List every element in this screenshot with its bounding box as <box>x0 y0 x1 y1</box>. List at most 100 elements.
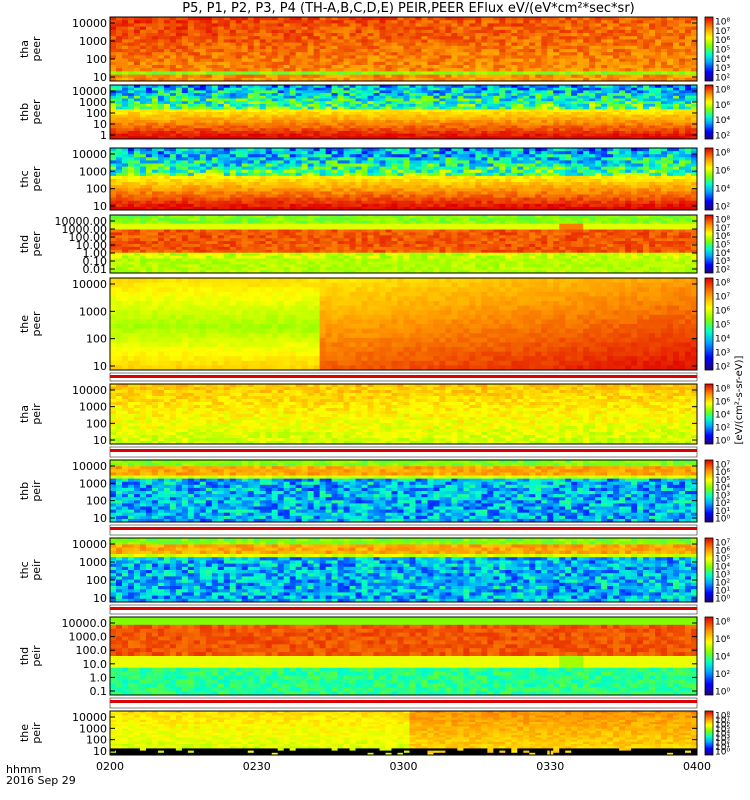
spectrogram-cell <box>248 126 254 129</box>
spectrogram-cell <box>499 30 505 34</box>
spectrogram-cell <box>218 46 224 50</box>
spectrogram-cell <box>535 109 541 112</box>
spectrogram-cell <box>176 88 182 91</box>
spectrogram-cell <box>194 126 200 129</box>
spectrogram-cell <box>415 39 421 43</box>
spectrogram-cell <box>469 39 475 43</box>
spectrogram-cell <box>535 117 541 120</box>
spectrogram-cell <box>374 115 380 118</box>
spectrogram-cell <box>595 90 601 93</box>
spectrogram-cell <box>278 23 284 27</box>
spectrogram-cell <box>128 112 134 115</box>
spectrogram-cell <box>164 52 170 56</box>
spectrogram-cell <box>517 46 523 50</box>
spectrogram-cell <box>404 55 410 59</box>
spectrogram-cell <box>368 107 374 110</box>
spectrogram-cell <box>583 43 589 47</box>
spectrogram-cell <box>595 33 601 37</box>
spectrogram-cell <box>284 99 290 102</box>
spectrogram-cell <box>260 88 266 91</box>
spectrogram-cell <box>296 104 302 107</box>
spectrogram-cell <box>409 120 415 123</box>
spectrogram-cell <box>691 36 697 40</box>
spectrogram-cell <box>505 23 511 27</box>
spectrogram-cell <box>182 23 188 27</box>
spectrogram-cell <box>427 62 433 66</box>
spectrogram-cell <box>481 46 487 50</box>
spectrogram-cell <box>427 96 433 99</box>
spectrogram-cell <box>583 36 589 40</box>
spectrogram-cell <box>386 30 392 34</box>
spectrogram-cell <box>535 123 541 126</box>
spectrogram-cell <box>146 115 152 118</box>
spectrogram-cell <box>398 17 404 21</box>
spectrogram-cell <box>362 49 368 53</box>
spectrogram-cell <box>493 104 499 107</box>
spectrogram-cell <box>535 112 541 115</box>
spectrogram-cell <box>619 71 625 75</box>
spectrogram-cell <box>368 134 374 137</box>
spectrogram-cell <box>176 33 182 37</box>
spectrogram-cell <box>439 115 445 118</box>
spectrogram-cell <box>409 126 415 129</box>
spectrogram-cell <box>122 75 128 79</box>
spectrogram-cell <box>499 131 505 134</box>
spectrogram-cell <box>212 112 218 115</box>
spectrogram-cell <box>182 46 188 50</box>
spectrogram-cell <box>404 131 410 134</box>
spectrogram-cell <box>218 43 224 47</box>
spectrogram-cell <box>374 123 380 126</box>
spectrogram-cell <box>493 33 499 37</box>
spectrogram-cell <box>206 17 212 21</box>
spectrogram-cell <box>499 36 505 40</box>
spectrogram-cell <box>236 33 242 37</box>
spectrogram-cell <box>206 39 212 43</box>
spectrogram-cell <box>529 68 535 72</box>
spectrogram-cell <box>236 90 242 93</box>
spectrogram-cell <box>110 109 116 112</box>
spectrogram-cell <box>260 112 266 115</box>
spectrogram-cell <box>517 20 523 24</box>
spectrogram-cell <box>523 96 529 99</box>
spectrogram-cell <box>224 88 230 91</box>
spectrogram-cell <box>380 126 386 129</box>
spectrogram-cell <box>218 52 224 56</box>
spectrogram-cell <box>134 101 140 104</box>
spectrogram-cell <box>128 115 134 118</box>
spectrogram-cell <box>493 65 499 69</box>
spectrogram-cell <box>164 30 170 34</box>
spectrogram-cell <box>427 17 433 21</box>
spectrogram-cell <box>182 88 188 91</box>
spectrogram-cell <box>505 49 511 53</box>
spectrogram-cell <box>451 36 457 40</box>
spectrogram-cell <box>505 131 511 134</box>
spectrogram-cell <box>541 27 547 31</box>
spectrogram-cell <box>206 43 212 47</box>
spectrogram-cell <box>356 59 362 63</box>
spectrogram-cell <box>547 123 553 126</box>
spectrogram-cell <box>499 90 505 93</box>
spectrogram-cell <box>398 23 404 27</box>
spectrogram-cell <box>583 75 589 79</box>
spectrogram-cell <box>523 99 529 102</box>
spectrogram-cell <box>188 88 194 91</box>
spectrogram-cell <box>583 131 589 134</box>
spectrogram-cell <box>140 115 146 118</box>
spectrogram-cell <box>320 52 326 56</box>
spectrogram-cell <box>350 36 356 40</box>
spectrogram-cell <box>272 88 278 91</box>
spectrogram-cell <box>380 75 386 79</box>
spectrogram-cell <box>158 123 164 126</box>
spectrogram-cell <box>188 109 194 112</box>
spectrogram-cell <box>320 27 326 31</box>
spectrogram-cell <box>553 112 559 115</box>
spectrogram-cell <box>278 131 284 134</box>
spectrogram-cell <box>398 52 404 56</box>
spectrogram-cell <box>559 123 565 126</box>
spectrogram-cell <box>152 120 158 123</box>
spectrogram-cell <box>200 126 206 129</box>
spectrogram-cell <box>535 27 541 31</box>
spectrogram-cell <box>350 59 356 63</box>
spectrogram-cell <box>344 20 350 24</box>
spectrogram-cell <box>685 46 691 50</box>
